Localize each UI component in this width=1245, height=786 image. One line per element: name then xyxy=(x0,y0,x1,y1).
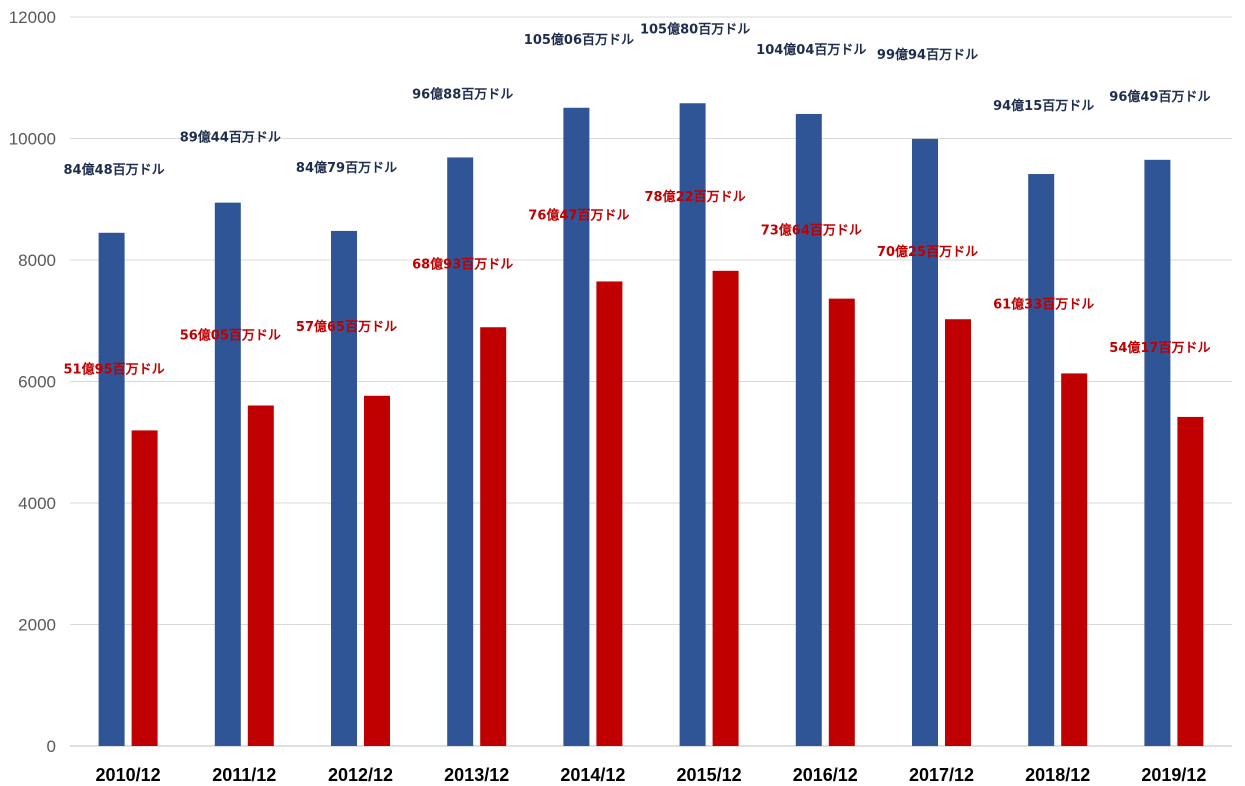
gridlines xyxy=(70,16,1232,747)
x-tick-label: 2013/12 xyxy=(444,765,509,785)
bar-series-1 xyxy=(563,107,590,746)
x-axis-ticks: 2010/12 2011/12 2012/12 2013/12 2014/12 2015/… xyxy=(96,765,1207,785)
y-tick-label: 10000 xyxy=(9,130,56,149)
data-labels: 84億48百万ドル 51億95百万ドル 89億44百万ドル 56億05百万ドル 84億7… xyxy=(64,21,1211,377)
data-label-series-1: 104億04百万ドル xyxy=(756,42,866,58)
y-tick-label: 12000 xyxy=(9,8,56,27)
x-tick-label: 2017/12 xyxy=(909,765,974,785)
x-tick-label: 2012/12 xyxy=(328,765,393,785)
bar-series-1 xyxy=(98,232,125,746)
data-label-series-1: 96億88百万ドル xyxy=(412,86,513,102)
y-tick-label: 4000 xyxy=(18,494,56,513)
data-label-series-2: 76億47百万ドル xyxy=(528,207,629,223)
data-label-series-1: 99億94百万ドル xyxy=(877,47,978,63)
x-tick-label: 2010/12 xyxy=(96,765,161,785)
data-label-series-2: 57億65百万ドル xyxy=(296,319,397,335)
data-label-series-2: 54億17百万ドル xyxy=(1109,340,1210,356)
bar-series-1 xyxy=(1144,159,1171,747)
bar-series-1 xyxy=(447,157,474,747)
bar-series-1 xyxy=(795,113,822,746)
bar-series-1 xyxy=(331,230,357,746)
bar-series-2 xyxy=(945,319,971,746)
x-tick-label: 2015/12 xyxy=(677,765,742,785)
bar-series-1 xyxy=(679,103,706,746)
y-tick-label: 2000 xyxy=(18,616,56,635)
bar-series-2 xyxy=(596,281,623,746)
x-tick-label: 2019/12 xyxy=(1141,765,1206,785)
bar-series-2 xyxy=(712,270,739,746)
data-label-series-2: 61億33百万ドル xyxy=(993,296,1094,312)
x-tick-label: 2011/12 xyxy=(212,765,276,785)
data-label-series-2: 56億05百万ドル xyxy=(180,327,281,343)
bar-series-2 xyxy=(480,327,507,746)
x-tick-label: 2018/12 xyxy=(1025,765,1090,785)
bar-series-2 xyxy=(1177,416,1204,746)
data-label-series-2: 78億22百万ドル xyxy=(645,189,746,205)
bars xyxy=(98,103,1204,747)
data-label-series-1: 94億15百万ドル xyxy=(993,98,1094,114)
x-tick-label: 2016/12 xyxy=(793,765,858,785)
data-label-series-2: 70億25百万ドル xyxy=(877,244,978,260)
data-label-series-2: 51億95百万ドル xyxy=(64,361,165,377)
bar-series-2 xyxy=(247,405,274,746)
y-tick-label: 8000 xyxy=(18,251,56,270)
y-tick-label: 6000 xyxy=(18,373,56,392)
data-label-series-1: 105億80百万ドル xyxy=(640,21,750,37)
bar-series-1 xyxy=(214,202,241,747)
bar-series-2 xyxy=(1061,373,1088,746)
y-axis-ticks: 0 2000 4000 6000 8000 10000 12000 xyxy=(9,8,56,756)
bar-series-2 xyxy=(131,430,158,746)
bar-series-2 xyxy=(828,298,855,746)
y-tick-label: 0 xyxy=(47,737,56,756)
bar-series-1 xyxy=(912,138,938,746)
bar-series-1 xyxy=(1028,174,1055,746)
data-label-series-1: 89億44百万ドル xyxy=(180,130,281,146)
bar-series-2 xyxy=(364,395,390,746)
data-label-series-2: 68億93百万ドル xyxy=(412,256,513,272)
data-label-series-2: 73億64百万ドル xyxy=(761,223,862,239)
x-tick-label: 2014/12 xyxy=(560,765,625,785)
data-label-series-1: 96億49百万ドル xyxy=(1109,89,1210,105)
data-label-series-1: 84億79百万ドル xyxy=(296,160,397,176)
data-label-series-1: 105億06百万ドル xyxy=(524,32,634,48)
data-label-series-1: 84億48百万ドル xyxy=(64,162,165,178)
